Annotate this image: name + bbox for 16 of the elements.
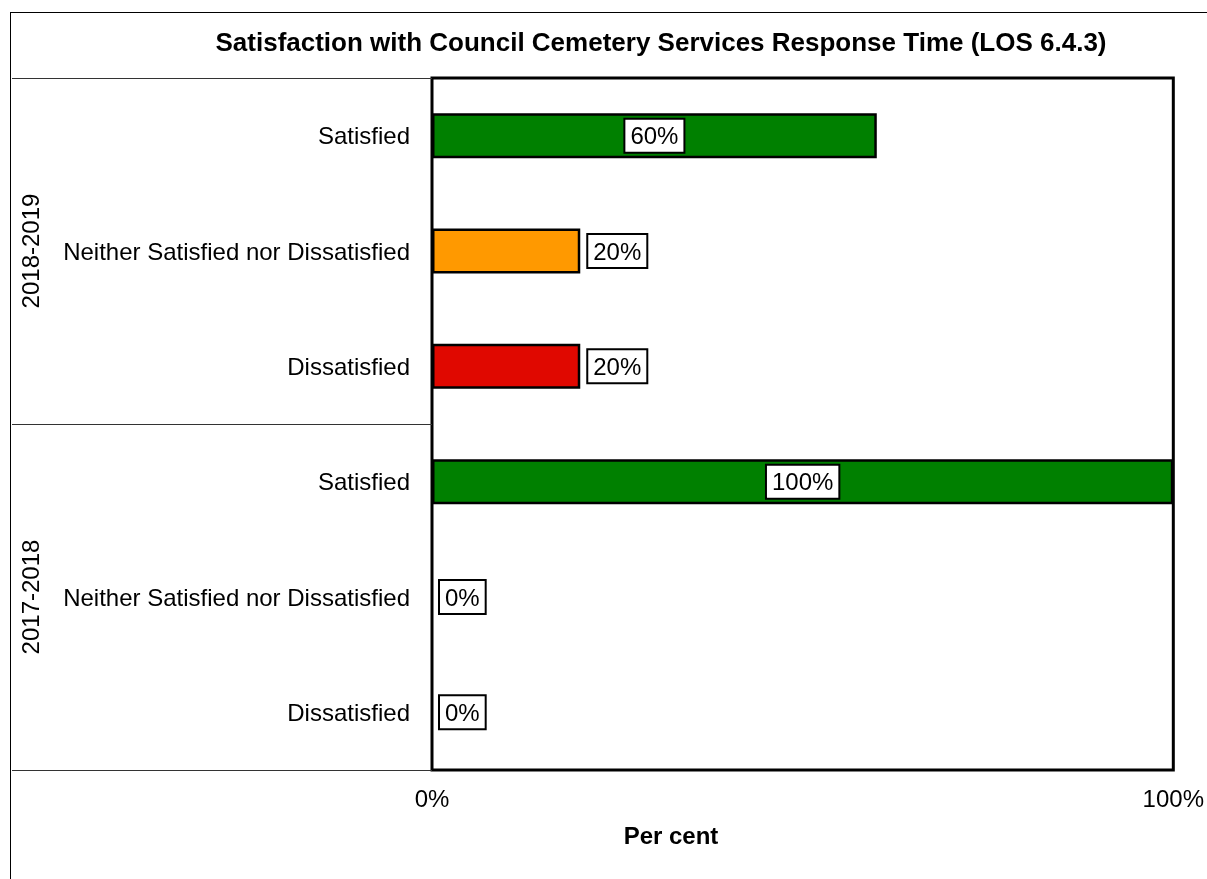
data-label: 0% [445, 698, 480, 726]
data-label: 20% [593, 237, 642, 265]
data-label: 60% [630, 122, 679, 150]
y-tick-label: Dissatisfied [287, 698, 410, 726]
data-label: 20% [593, 352, 642, 380]
y-tick-label: Satisfied [317, 468, 410, 496]
data-label: 0% [445, 583, 480, 611]
y-tick-label: Dissatisfied [287, 352, 410, 380]
x-axis-title: Per cent [623, 821, 719, 849]
text: 2017-2018 [16, 539, 44, 655]
y-tick-label: Neither Satisfied nor Dissatisfied [63, 237, 410, 265]
text: 2018-2019 [16, 193, 44, 309]
y-tick-label: Neither Satisfied nor Dissatisfied [63, 583, 410, 611]
data-label: 100% [771, 468, 834, 496]
chart-title: Satisfaction with Council Cemetery Services Response Time (LOS 6.4.3) [215, 27, 1107, 57]
y-tick-label: Satisfied [317, 122, 410, 150]
